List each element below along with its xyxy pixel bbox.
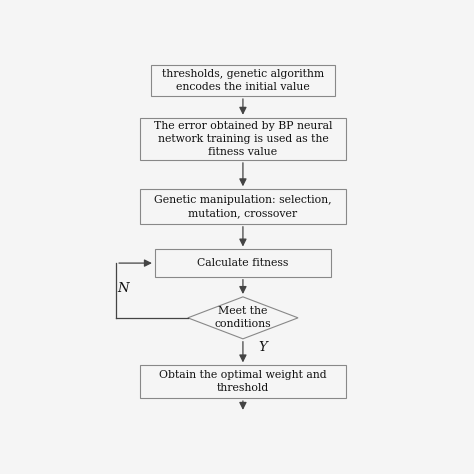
Text: N: N xyxy=(118,282,129,295)
Text: Y: Y xyxy=(259,340,267,354)
Text: Calculate fitness: Calculate fitness xyxy=(197,258,289,268)
FancyBboxPatch shape xyxy=(140,118,346,160)
FancyBboxPatch shape xyxy=(140,365,346,398)
Polygon shape xyxy=(188,297,298,339)
FancyBboxPatch shape xyxy=(140,189,346,224)
Text: thresholds, genetic algorithm
encodes the initial value: thresholds, genetic algorithm encodes th… xyxy=(162,69,324,92)
Text: Genetic manipulation: selection,
mutation, crossover: Genetic manipulation: selection, mutatio… xyxy=(154,195,332,218)
Text: The error obtained by BP neural
network training is used as the
fitness value: The error obtained by BP neural network … xyxy=(154,121,332,157)
FancyBboxPatch shape xyxy=(155,249,331,277)
Text: Meet the
conditions: Meet the conditions xyxy=(215,306,271,329)
Text: Obtain the optimal weight and
threshold: Obtain the optimal weight and threshold xyxy=(159,370,327,393)
FancyBboxPatch shape xyxy=(151,65,335,96)
